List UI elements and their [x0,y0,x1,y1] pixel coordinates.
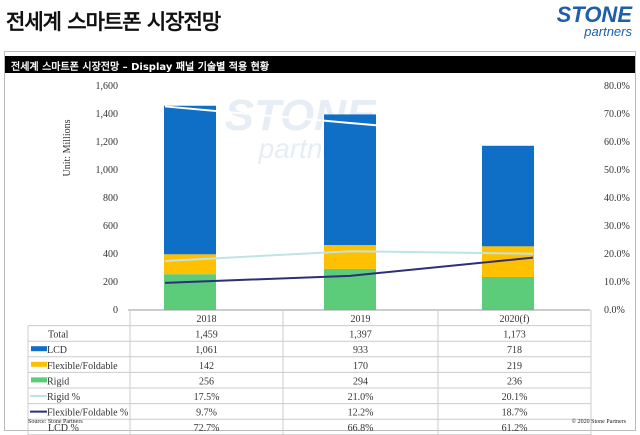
table-row-label: Flexible/Foldable [47,361,118,372]
bar-flexible-foldable [164,254,216,275]
table-cell: 17.5% [194,392,220,403]
table-cell: 9.7% [196,408,217,419]
chart-title: 전세계 스마트폰 시장전망 – Display 패널 기술별 적용 현황 [5,56,635,73]
y2-tick-label: 10.0% [604,277,630,288]
y2-tick-label: 70.0% [604,109,630,120]
table-row-label: Total [48,330,69,341]
y2-tick-label: 60.0% [604,137,630,148]
table-cell: 18.7% [502,408,528,419]
line-rigid-- [164,250,534,262]
table-cell: 1,061 [195,345,218,356]
table-row-label: Rigid [47,376,69,387]
table-cell: 72.7% [194,423,220,434]
table-cell: 256 [199,376,214,387]
table-cell: 1,397 [349,330,372,341]
table-cell: 61.2% [502,423,528,434]
y-axis-label: Unit: Millions [62,119,73,176]
legend-swatch [31,346,47,352]
legend-swatch [31,377,47,383]
y2-tick-label: 30.0% [604,221,630,232]
copyright-note: © 2020 Stone Partners [571,419,626,425]
y-tick-label: 1,000 [96,165,119,176]
table-row-label: Rigid % [47,392,80,403]
table-cell: 142 [199,361,214,372]
bar-flexible-foldable [324,245,376,269]
x-tick-label: 2018 [197,314,217,325]
legend-swatch [31,361,47,367]
table-row-label: Flexible/Foldable % [47,408,128,419]
table-cell: 12.2% [348,408,374,419]
y2-tick-label: 20.0% [604,249,630,260]
x-tick-label: 2020(f) [500,314,530,325]
y-tick-label: 600 [103,221,118,232]
table-row-label: LCD [47,345,67,356]
x-tick-label: 2019 [351,314,371,325]
line-flexible-foldable-- [164,256,534,284]
table-cell: 219 [507,361,522,372]
page-title: 전세계 스마트폰 시장전망 [6,10,221,34]
bar-lcd [164,105,216,255]
bar-rigid [164,274,216,310]
y-tick-label: 400 [103,249,118,260]
table-cell: 20.1% [502,392,528,403]
source-note: Source: Stone Partners [28,419,83,425]
bar-rigid [482,276,534,310]
table-cell: 294 [353,376,368,387]
table-cell: 66.8% [348,423,374,434]
line-lcd-- [164,105,534,140]
y2-tick-label: 50.0% [604,165,630,176]
y2-tick-label: 40.0% [604,193,630,204]
table-cell: 1,459 [195,330,218,341]
table-cell: 21.0% [348,392,374,403]
y-tick-label: 200 [103,277,118,288]
y2-tick-label: 80.0% [604,81,630,92]
y-tick-label: 1,200 [96,137,119,148]
y-tick-label: 800 [103,193,118,204]
y-tick-label: 1,600 [96,81,119,92]
table-cell: 170 [353,361,368,372]
y2-tick-label: 0.0% [604,305,625,316]
table-cell: 1,173 [503,330,526,341]
y-tick-label: 1,400 [96,109,119,120]
bar-lcd [482,145,534,247]
table-cell: 933 [353,345,368,356]
y-tick-label: 0 [113,305,118,316]
chart-frame [4,51,636,431]
table-row-label: LCD % [48,423,79,434]
table-cell: 718 [507,345,522,356]
stone-partners-logo: STONE partners [556,2,632,39]
table-cell: 236 [507,376,522,387]
bar-lcd [324,114,376,246]
